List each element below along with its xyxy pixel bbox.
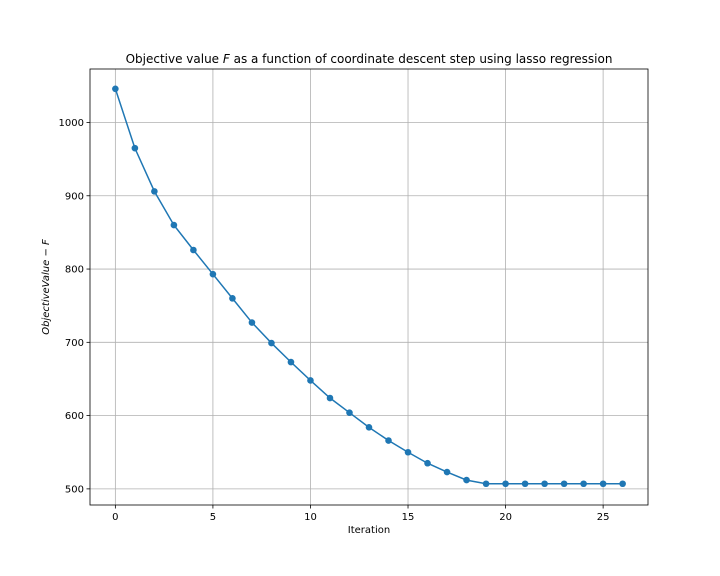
data-point [424,459,431,467]
data-point [112,85,119,93]
data-point [268,339,275,347]
data-point [248,319,256,326]
y-axis-label: ObjectiveValue − F [41,239,52,335]
data-point [580,480,587,488]
x-tick-label: 5 [210,512,216,523]
x-axis-label: Iteration [348,525,390,536]
grid [90,69,648,505]
data-point [151,188,158,195]
data-point [307,377,314,384]
data-point [443,468,451,476]
data-point [502,480,509,488]
data-point [326,394,334,402]
data-point [521,480,529,488]
data-point [229,295,236,302]
data-point [541,480,548,488]
data-point [287,358,295,366]
data-point [560,480,568,488]
x-tick-label: 0 [112,512,118,523]
data-point [463,476,470,484]
data-point [619,480,626,488]
data-point [365,424,373,431]
data-point [599,480,607,488]
y-tick-label: 800 [65,265,84,276]
y-tick-label: 600 [65,411,84,422]
data-point [209,270,217,278]
x-tick-label: 15 [402,512,415,523]
data-point [346,409,353,416]
chart-title: Objective value F as a function of coord… [126,52,613,66]
data-point [170,221,178,229]
y-tick-label: 700 [65,338,84,349]
data-point [482,480,490,488]
data-point [190,246,197,254]
data-point [131,144,139,152]
y-tick-label: 900 [65,191,84,202]
y-tick-label: 500 [65,484,84,495]
x-tick-label: 10 [304,512,317,523]
data-point [404,448,412,456]
y-tick-label: 1000 [59,118,84,129]
x-tick-label: 20 [499,512,512,523]
x-tick-label: 25 [597,512,610,523]
series [112,85,626,488]
data-point [385,437,392,444]
axis-ticks: 0 5 10 15 20 25 500 600 700 800 900 1000 [59,118,610,523]
plot-frame [89,68,649,506]
